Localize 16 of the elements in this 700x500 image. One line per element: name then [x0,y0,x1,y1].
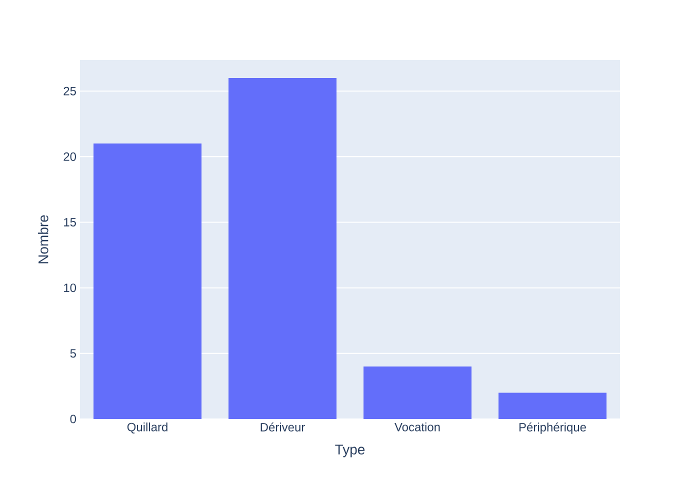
y-tick-label: 5 [70,349,76,358]
bar [364,366,472,419]
x-tick-label: Quillard [127,422,168,434]
x-tick-label: Périphérique [519,422,586,434]
y-tick-label: 15 [64,218,76,226]
x-tick-label: Vocation [394,422,440,432]
y-tick-label: 10 [64,284,76,292]
bar [498,392,607,419]
x-tick-label: Dériveur [260,422,305,432]
y-axis-title: Nombre [38,215,48,264]
y-tick-label: 20 [64,152,76,161]
x-axis-title: Type [335,444,365,458]
bar [228,78,337,419]
bar [94,144,202,419]
y-tick-label: 0 [70,414,76,424]
y-tick-label: 25 [64,86,76,96]
